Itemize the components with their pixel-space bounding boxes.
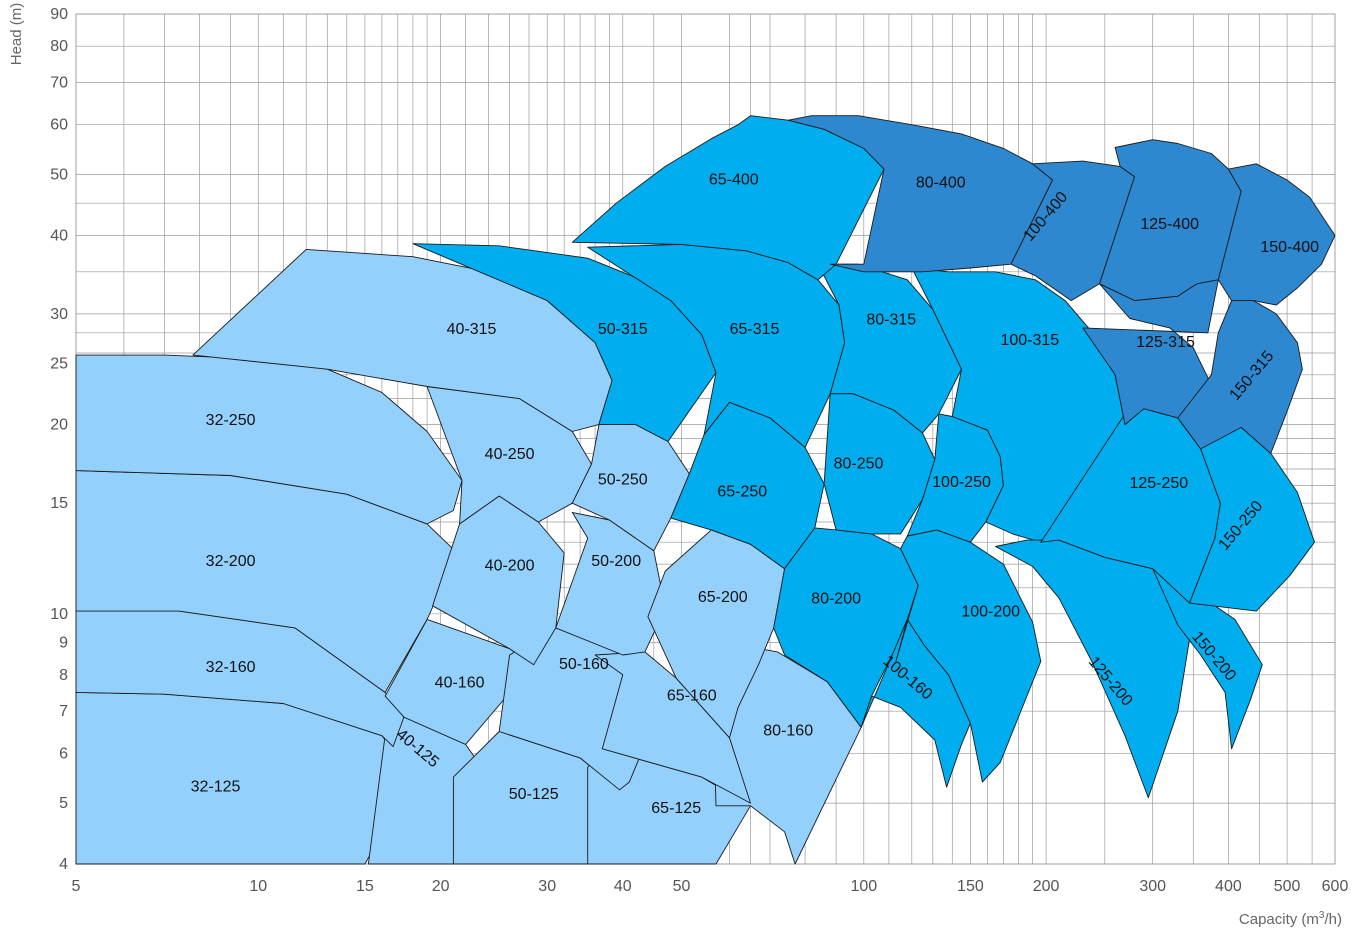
y-axis-tick-labels: 4 5 6 7 8 9 10 15 20 25 30 40 50 60 70 80 90 <box>50 6 68 873</box>
region-label-50-315: 50-315 <box>598 321 648 338</box>
y-tick-label: 6 <box>59 745 68 762</box>
x-tick-label: 500 <box>1274 878 1301 895</box>
x-axis-title: Capacity (m3/h) <box>1239 910 1342 928</box>
pump-regions <box>75 115 1336 865</box>
region-label-40-315: 40-315 <box>447 321 497 338</box>
x-tick-label: 20 <box>432 878 450 895</box>
y-tick-label: 25 <box>50 356 68 373</box>
x-tick-label: 40 <box>614 878 632 895</box>
x-tick-label: 600 <box>1322 878 1349 895</box>
region-label-125-250: 125-250 <box>1129 475 1188 492</box>
x-tick-label: 100 <box>850 878 877 895</box>
y-tick-label: 90 <box>50 6 68 23</box>
y-axis-title: Head (m) <box>8 3 25 66</box>
region-label-65-315: 65-315 <box>730 321 780 338</box>
y-tick-label: 5 <box>59 795 68 812</box>
y-tick-label: 60 <box>50 117 68 134</box>
region-80-400 <box>787 115 1054 273</box>
region-label-40-200: 40-200 <box>485 558 535 575</box>
region-label-100-315: 100-315 <box>1000 332 1059 349</box>
x-tick-label: 30 <box>538 878 556 895</box>
region-50-250 <box>571 406 690 552</box>
region-label-50-200: 50-200 <box>591 553 641 570</box>
region-label-125-315: 125-315 <box>1136 334 1195 351</box>
region-label-80-400: 80-400 <box>916 175 966 192</box>
region-label-40-160: 40-160 <box>435 675 485 692</box>
region-50-315 <box>412 243 717 442</box>
region-label-65-200: 65-200 <box>698 589 748 606</box>
x-axis-tick-labels: 5 10 15 20 30 40 50 100 150 200 300 400 500 600 <box>72 878 1349 895</box>
region-100-160 <box>860 618 971 788</box>
region-label-40-250: 40-250 <box>485 446 535 463</box>
region-label-80-250: 80-250 <box>834 455 884 472</box>
y-tick-label: 4 <box>59 856 68 873</box>
region-label-32-250: 32-250 <box>206 412 256 429</box>
region-label-65-400: 65-400 <box>709 172 759 189</box>
region-label-32-125: 32-125 <box>191 778 241 795</box>
y-tick-label: 10 <box>50 606 68 623</box>
region-150-315 <box>1177 300 1303 454</box>
region-65-315 <box>587 243 846 448</box>
region-32-250 <box>75 354 463 525</box>
x-tick-label: 300 <box>1139 878 1166 895</box>
region-100-200 <box>895 529 1042 783</box>
region-label-80-200: 80-200 <box>811 590 861 607</box>
x-tick-label: 10 <box>249 878 267 895</box>
y-tick-label: 8 <box>59 667 68 684</box>
y-tick-label: 9 <box>59 635 68 652</box>
region-label-50-125: 50-125 <box>509 786 559 803</box>
y-tick-label: 30 <box>50 306 68 323</box>
y-tick-label: 80 <box>50 38 68 55</box>
x-tick-label: 15 <box>356 878 374 895</box>
region-label-65-125: 65-125 <box>651 800 701 817</box>
region-150-400 <box>1217 163 1336 306</box>
y-tick-label: 70 <box>50 75 68 92</box>
x-tick-label: 150 <box>957 878 984 895</box>
region-label-50-160: 50-160 <box>559 656 609 673</box>
y-tick-label: 20 <box>50 417 68 434</box>
region-label-100-200: 100-200 <box>961 604 1020 621</box>
region-label-65-250: 65-250 <box>717 484 767 501</box>
region-label-50-250: 50-250 <box>598 472 648 489</box>
region-label-100-250: 100-250 <box>932 474 991 491</box>
x-tick-label: 50 <box>673 878 691 895</box>
region-label-80-315: 80-315 <box>866 312 916 329</box>
x-tick-label: 5 <box>72 878 81 895</box>
y-tick-label: 7 <box>59 703 68 720</box>
region-label-150-400: 150-400 <box>1260 239 1319 256</box>
region-label-80-160: 80-160 <box>763 723 813 740</box>
region-125-315 <box>1082 279 1219 450</box>
region-label-32-200: 32-200 <box>206 553 256 570</box>
y-tick-label: 15 <box>50 495 68 512</box>
x-tick-label: 400 <box>1215 878 1242 895</box>
region-65-250 <box>670 401 825 570</box>
region-label-65-160: 65-160 <box>667 687 717 704</box>
region-label-125-400: 125-400 <box>1140 216 1199 233</box>
x-tick-label: 200 <box>1033 878 1060 895</box>
y-tick-label: 40 <box>50 227 68 244</box>
y-tick-label: 50 <box>50 167 68 184</box>
region-label-32-160: 32-160 <box>206 659 256 676</box>
